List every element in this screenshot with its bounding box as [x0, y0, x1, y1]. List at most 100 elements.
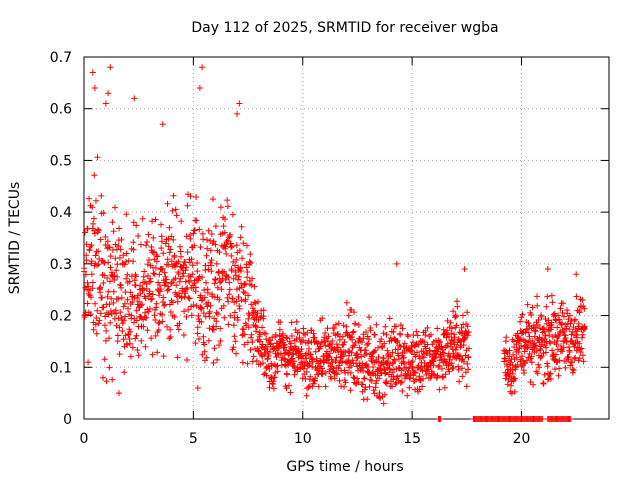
data-point: [222, 216, 228, 223]
data-point: [236, 273, 242, 280]
data-point: [234, 317, 241, 323]
data-point: [173, 212, 180, 219]
data-point: [95, 261, 102, 268]
data-point: [437, 338, 444, 345]
data-point: [392, 381, 399, 387]
data-point: [116, 324, 123, 331]
data-point: [127, 289, 134, 296]
data-point: [335, 320, 342, 327]
data-point: [175, 258, 182, 265]
data-point: [93, 330, 100, 337]
data-point: [92, 321, 99, 328]
data-point: [511, 388, 518, 395]
data-point: [530, 381, 537, 388]
data-point: [164, 256, 171, 263]
data-point: [371, 331, 378, 338]
data-point: [460, 358, 467, 365]
data-point: [380, 400, 387, 407]
data-point: [257, 331, 264, 338]
data-point: [95, 320, 102, 327]
data-point: [364, 333, 371, 340]
data-point: [406, 384, 413, 391]
data-point: [112, 204, 118, 211]
data-point: [109, 219, 116, 226]
data-point: [117, 309, 124, 316]
data-point: [343, 323, 350, 330]
data-point: [170, 192, 177, 199]
data-point: [466, 345, 472, 352]
data-point: [448, 330, 455, 337]
data-point: [117, 246, 124, 253]
data-point: [235, 276, 241, 283]
data-point: [174, 354, 181, 361]
data-point: [280, 332, 286, 339]
data-point: [103, 327, 110, 334]
data-point: [88, 294, 94, 301]
data-point: [145, 231, 152, 238]
data-point: [504, 381, 511, 388]
data-point: [573, 271, 580, 278]
data-point: [175, 326, 182, 333]
data-point: [210, 196, 216, 203]
data-point: [508, 382, 514, 389]
data-point: [381, 340, 388, 347]
data-point: [138, 337, 145, 344]
data-point: [99, 294, 105, 301]
data-point: [133, 307, 140, 314]
data-point: [210, 326, 217, 333]
data-point: [82, 271, 89, 278]
data-point: [351, 309, 357, 316]
data-point: [229, 211, 236, 218]
x-tick-label: 20: [513, 431, 531, 447]
data-point: [230, 344, 237, 351]
data-point: [389, 349, 396, 356]
data-point: [565, 353, 572, 360]
data-point: [209, 293, 216, 300]
data-point: [208, 262, 215, 269]
data-point: [144, 261, 151, 268]
data-point: [217, 338, 224, 344]
data-point: [434, 372, 441, 379]
data-point: [188, 312, 195, 319]
data-point: [81, 265, 88, 272]
data-point: [360, 368, 367, 374]
data-point: [534, 370, 541, 377]
data-point: [172, 206, 179, 213]
data-point: [141, 268, 148, 275]
data-point: [217, 204, 224, 211]
data-point: [514, 361, 521, 368]
data-point: [420, 348, 427, 355]
data-point: [225, 321, 232, 328]
data-point: [528, 353, 535, 360]
data-point: [151, 312, 158, 319]
data-point: [116, 351, 123, 358]
data-point: [438, 343, 445, 350]
data-point: [462, 335, 469, 342]
data-point: [143, 314, 150, 321]
data-point: [449, 346, 456, 353]
data-point: [401, 360, 408, 367]
data-point: [555, 332, 562, 339]
data-point: [114, 273, 121, 280]
data-point: [231, 309, 238, 316]
data-point: [539, 416, 546, 422]
data-point: [125, 305, 131, 312]
data-point: [519, 353, 525, 360]
data-point: [579, 352, 586, 359]
x-tick-label: 15: [403, 431, 421, 447]
data-point: [155, 327, 162, 334]
data-point: [546, 332, 553, 338]
data-point: [543, 320, 550, 327]
data-point: [133, 222, 140, 229]
data-point: [184, 202, 191, 209]
data-point: [159, 238, 165, 245]
data-point: [373, 321, 380, 328]
data-point: [83, 286, 90, 293]
data-point: [513, 354, 520, 361]
data-point: [286, 382, 292, 389]
data-point: [133, 273, 139, 280]
data-point: [130, 239, 137, 246]
data-point: [443, 334, 450, 341]
data-point: [394, 337, 401, 344]
data-point: [108, 269, 115, 276]
